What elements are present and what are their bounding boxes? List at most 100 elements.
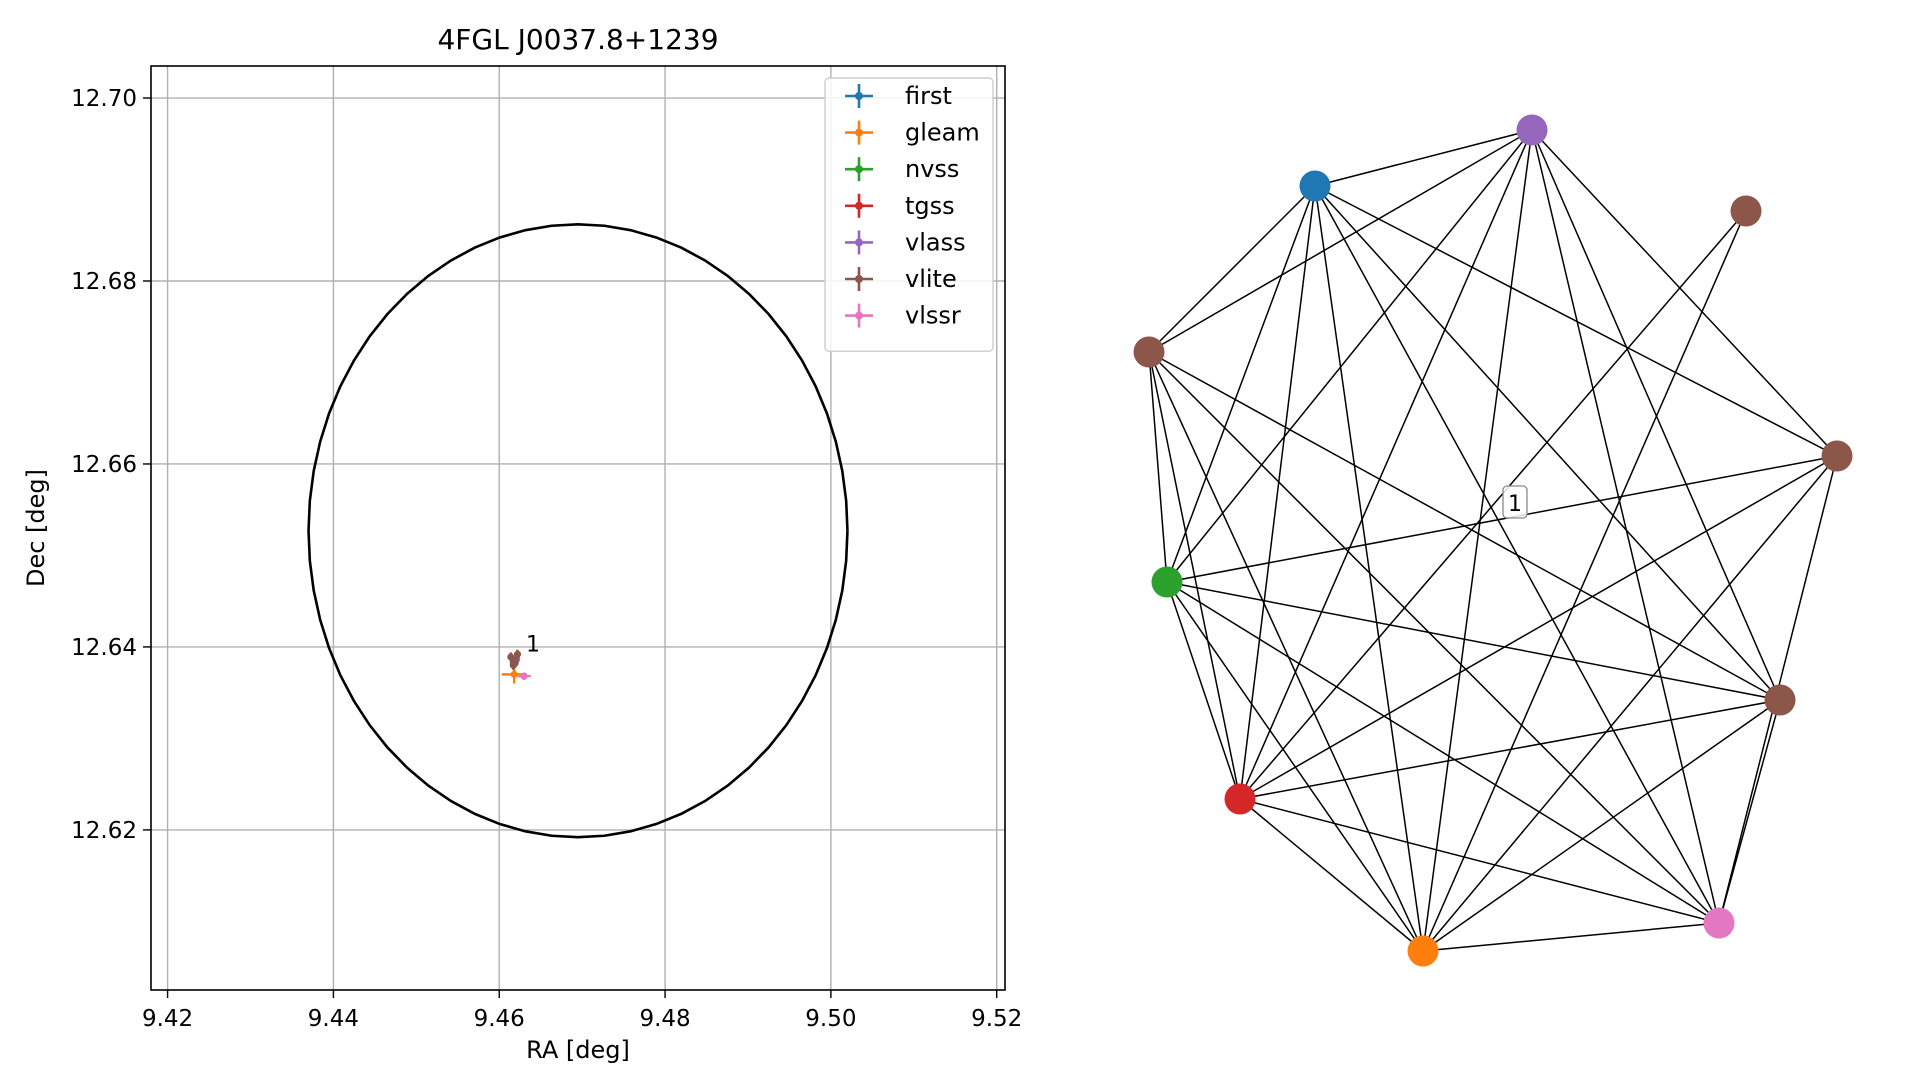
legend-marker — [855, 92, 863, 100]
graph-node — [1703, 907, 1735, 939]
legend-marker — [855, 201, 863, 210]
points-layer — [501, 649, 531, 684]
graph-edge — [1239, 798, 1424, 952]
legend-entry-vlite: vlite — [845, 265, 957, 293]
graph-edge — [1314, 129, 1533, 187]
data-point-vlite — [507, 652, 515, 662]
graph-edge — [1239, 210, 1747, 800]
legend-marker — [855, 238, 863, 247]
legend-marker — [855, 275, 863, 283]
legend-label: vlssr — [905, 302, 961, 330]
graph-edge — [1148, 351, 1424, 952]
point-marker — [513, 650, 522, 658]
graph-node — [1151, 566, 1183, 598]
legend-entry-nvss: nvss — [845, 155, 959, 183]
graph-edge — [1166, 581, 1241, 800]
legend-label: vlass — [905, 228, 966, 256]
graph-node — [1516, 114, 1548, 146]
x-tick-label: 9.52 — [971, 1006, 1022, 1032]
legend-marker — [855, 165, 863, 174]
y-tick-label: 12.68 — [71, 269, 137, 295]
x-tick-label: 9.46 — [474, 1006, 525, 1032]
point-marker — [509, 661, 517, 669]
graph-edge — [1239, 798, 1720, 924]
graph-edge — [1239, 185, 1316, 800]
graph-edge — [1422, 129, 1533, 952]
graph-edge — [1239, 699, 1781, 800]
legend-label: tgss — [905, 192, 955, 220]
x-ticks: 9.42 9.44 9.46 9.48 9.50 9.52 — [142, 990, 1022, 1032]
graph-node — [1730, 195, 1762, 227]
data-point-vlssr — [517, 672, 531, 680]
annotation-layer: 1 — [526, 632, 540, 657]
point-marker — [520, 672, 528, 680]
graph-node — [1821, 440, 1853, 472]
graph-edge — [1166, 581, 1424, 952]
graph-edge — [1166, 581, 1781, 701]
data-point-vlite — [513, 649, 522, 659]
x-tick-label: 9.42 — [142, 1006, 193, 1032]
legend-label: gleam — [905, 119, 980, 147]
graph-edge — [1148, 351, 1241, 800]
graph-node — [1764, 684, 1796, 716]
graph-edge — [1166, 185, 1316, 583]
network-label: 1 — [1508, 492, 1522, 517]
scatter-plot-panel: 4FGL J0037.8+1239 1 9.42 9.44 9.46 9.48 9.50… — [22, 23, 1022, 1064]
plot-frame — [150, 65, 1006, 991]
graph-edge — [1531, 129, 1720, 924]
y-axis-label: Dec [deg] — [22, 469, 50, 587]
point-annotation: 1 — [526, 632, 540, 657]
graph-node — [1224, 783, 1256, 815]
graph-edge — [1239, 129, 1533, 800]
legend-entry-first: first — [845, 82, 952, 110]
nodes-layer — [1133, 114, 1853, 967]
graph-edge — [1166, 455, 1838, 583]
graph-edge — [1166, 581, 1720, 924]
graph-node — [1407, 935, 1439, 967]
network-graph-panel: 1 — [1133, 114, 1853, 967]
data-point-vlite — [509, 660, 517, 670]
x-tick-label: 9.48 — [639, 1006, 690, 1032]
network-label-box — [1502, 485, 1528, 519]
graph-edge — [1166, 129, 1533, 583]
legend-entry-vlass: vlass — [845, 228, 966, 256]
graph-edge — [1422, 922, 1720, 952]
legend-box — [824, 77, 994, 352]
legend-entry-tgss: tgss — [845, 192, 955, 220]
y-ticks: 12.62 12.64 12.66 12.68 12.70 — [71, 86, 151, 844]
legend-label: first — [905, 82, 952, 110]
x-tick-label: 9.50 — [805, 1006, 856, 1032]
x-axis-label: RA [deg] — [526, 1036, 630, 1064]
y-tick-label: 12.70 — [71, 86, 137, 112]
error-ellipse — [307, 222, 849, 839]
point-marker — [507, 653, 515, 661]
graph-edge — [1314, 185, 1838, 457]
edges-layer — [1148, 129, 1838, 952]
legend-marker — [855, 311, 863, 320]
legend-marker — [855, 128, 863, 137]
y-tick-label: 12.62 — [71, 818, 137, 844]
graph-edge — [1148, 129, 1533, 353]
graph-edge — [1531, 129, 1838, 457]
graph-node — [1133, 336, 1165, 368]
y-tick-label: 12.66 — [71, 452, 137, 478]
legend: first gleam nvss tgss vlass vlite vlssr — [824, 77, 994, 352]
chart-title: 4FGL J0037.8+1239 — [437, 23, 718, 56]
legend-label: nvss — [905, 155, 959, 183]
graph-edge — [1148, 351, 1168, 583]
point-marker — [510, 670, 518, 678]
legend-label: vlite — [905, 265, 957, 293]
graph-node — [1299, 170, 1331, 202]
graph-edge — [1239, 455, 1838, 800]
legend-entry-vlssr: vlssr — [845, 302, 961, 330]
ellipse-layer — [307, 222, 849, 839]
graph-edge — [1422, 699, 1781, 952]
graph-edge — [1148, 185, 1316, 353]
legend-entry-gleam: gleam — [845, 119, 980, 147]
graph-edge — [1314, 185, 1781, 701]
graph-edge — [1531, 129, 1781, 701]
y-tick-label: 12.64 — [71, 635, 137, 661]
network-label-layer: 1 — [1502, 485, 1528, 519]
graph-edge — [1314, 185, 1424, 952]
